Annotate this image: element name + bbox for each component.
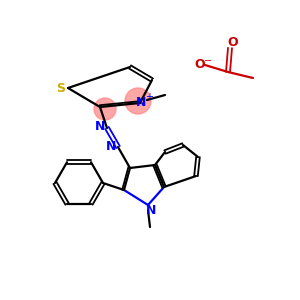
Text: N: N <box>136 95 146 109</box>
Text: N: N <box>106 140 116 152</box>
Circle shape <box>125 88 151 114</box>
Text: N: N <box>146 203 156 217</box>
Text: O: O <box>228 37 238 50</box>
Text: +: + <box>145 92 153 102</box>
Text: −: − <box>204 56 212 66</box>
Circle shape <box>94 98 116 120</box>
Text: O: O <box>195 58 205 71</box>
Text: S: S <box>56 82 65 94</box>
Text: N: N <box>95 121 105 134</box>
